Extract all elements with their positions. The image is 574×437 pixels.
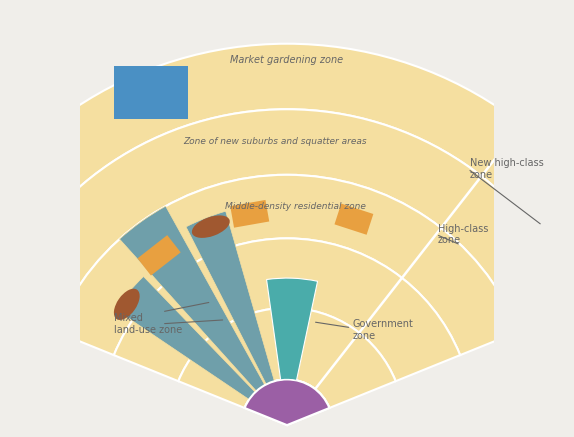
Wedge shape <box>245 379 329 425</box>
Polygon shape <box>335 204 373 235</box>
Wedge shape <box>266 278 317 380</box>
Text: Mixed
land-use zone: Mixed land-use zone <box>114 313 183 335</box>
Wedge shape <box>245 379 329 425</box>
Wedge shape <box>0 109 574 331</box>
Text: New high-class
zone: New high-class zone <box>470 158 544 180</box>
Wedge shape <box>114 238 460 381</box>
Polygon shape <box>230 200 269 228</box>
Wedge shape <box>119 206 287 425</box>
Text: Zone of new suburbs and squatter areas: Zone of new suburbs and squatter areas <box>183 136 367 146</box>
Wedge shape <box>179 308 395 408</box>
Text: High-class
zone: High-class zone <box>438 224 488 245</box>
Wedge shape <box>55 175 519 355</box>
Polygon shape <box>114 66 188 119</box>
Text: Middle-density residential zone: Middle-density residential zone <box>224 202 366 211</box>
Wedge shape <box>116 277 287 425</box>
Text: Market gardening zone: Market gardening zone <box>230 55 344 65</box>
Wedge shape <box>186 211 287 425</box>
Text: Government
zone: Government zone <box>352 319 413 340</box>
Wedge shape <box>0 44 574 307</box>
Ellipse shape <box>114 289 139 320</box>
Polygon shape <box>138 235 181 276</box>
Ellipse shape <box>192 215 230 238</box>
